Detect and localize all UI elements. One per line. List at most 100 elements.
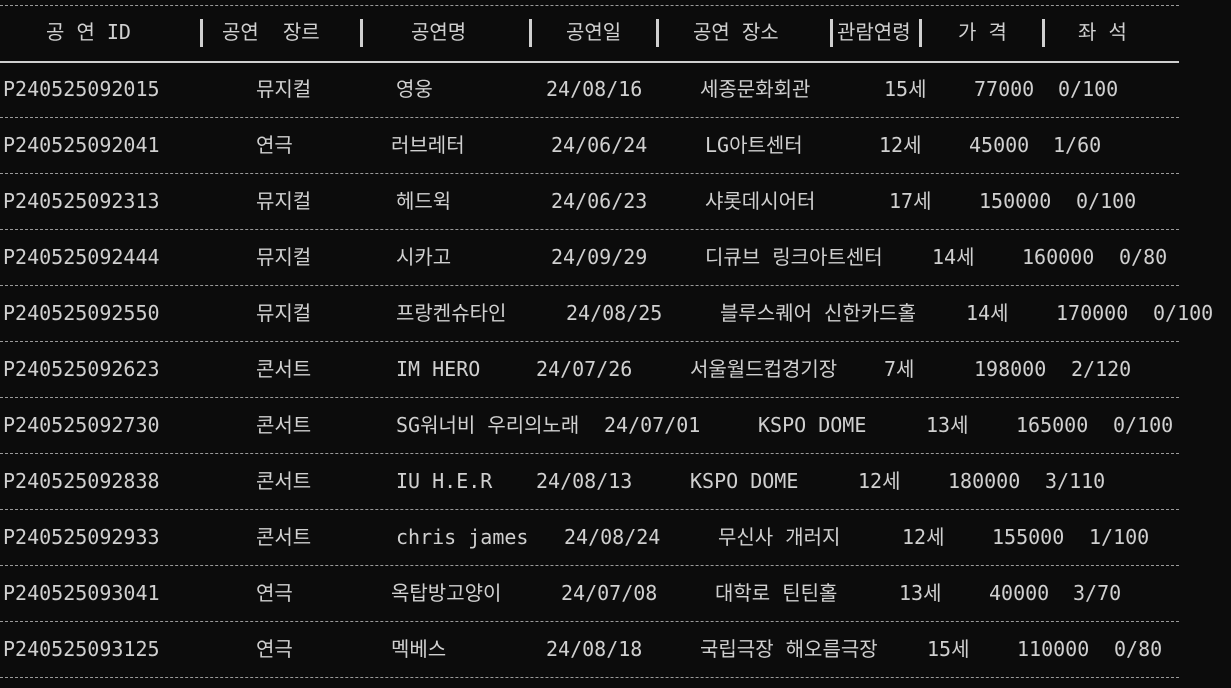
cell-id: P240525092933 — [3, 525, 160, 549]
row-divider — [0, 285, 1179, 286]
cell-price: 155000 — [992, 525, 1065, 549]
cell-age: 12세 — [902, 525, 945, 549]
cell-id: P240525092015 — [3, 77, 160, 101]
row-divider — [0, 565, 1179, 566]
cell-venue: 블루스퀘어 신한카드홀 — [720, 301, 917, 325]
cell-genre: 뮤지컬 — [256, 77, 312, 101]
cell-id: P240525092041 — [3, 133, 160, 157]
row-divider — [0, 621, 1179, 622]
header-divider — [0, 61, 1179, 63]
cell-title: chris james — [396, 525, 529, 549]
col-separator — [529, 19, 532, 47]
cell-seats: 0/100 — [1153, 301, 1214, 325]
cell-venue: KSPO DOME — [758, 413, 867, 437]
cell-price: 110000 — [1017, 637, 1090, 661]
col-header-genre: 공연 장르 — [222, 20, 320, 44]
cell-age: 14세 — [966, 301, 1009, 325]
cell-price: 40000 — [989, 581, 1050, 605]
cell-venue: 세종문화회관 — [700, 77, 811, 101]
cell-date: 24/07/08 — [561, 581, 658, 605]
cell-venue: 샤롯데시어터 — [705, 189, 816, 213]
cell-age: 12세 — [879, 133, 922, 157]
cell-genre: 연극 — [256, 637, 293, 661]
cell-id: P240525093125 — [3, 637, 160, 661]
cell-genre: 연극 — [256, 581, 293, 605]
col-separator — [1042, 19, 1045, 47]
cell-title: 헤드윅 — [396, 189, 452, 213]
cell-seats: 0/80 — [1119, 245, 1168, 269]
cell-genre: 연극 — [256, 133, 293, 157]
col-separator — [919, 19, 922, 47]
col-separator — [360, 19, 363, 47]
cell-genre: 콘서트 — [256, 357, 312, 381]
cell-title: 옥탑방고양이 — [391, 581, 502, 605]
cell-venue: KSPO DOME — [690, 469, 799, 493]
cell-seats: 0/100 — [1058, 77, 1119, 101]
row-divider — [0, 397, 1179, 398]
cell-price: 77000 — [974, 77, 1035, 101]
cell-age: 13세 — [899, 581, 942, 605]
col-header-price: 가 격 — [958, 20, 1007, 44]
cell-genre: 콘서트 — [256, 413, 312, 437]
cell-venue: 서울월드컵경기장 — [690, 357, 838, 381]
cell-id: P240525092623 — [3, 357, 160, 381]
cell-title: 프랑켄슈타인 — [396, 301, 507, 325]
cell-date: 24/09/29 — [551, 245, 648, 269]
cell-genre: 뮤지컬 — [256, 301, 312, 325]
cell-title: 러브레터 — [391, 133, 465, 157]
col-separator — [830, 19, 833, 47]
cell-venue: 대학로 틴틴홀 — [715, 581, 838, 605]
cell-age: 15세 — [927, 637, 970, 661]
col-header-title: 공연명 — [411, 20, 467, 44]
cell-id: P240525092550 — [3, 301, 160, 325]
row-divider — [0, 229, 1179, 230]
cell-price: 160000 — [1022, 245, 1095, 269]
cell-title: IM HERO — [396, 357, 481, 381]
row-divider — [0, 677, 1179, 678]
cell-date: 24/08/16 — [546, 77, 643, 101]
cell-id: P240525092313 — [3, 189, 160, 213]
cell-age: 7세 — [884, 357, 915, 381]
col-header-seats: 좌 석 — [1078, 20, 1127, 44]
row-divider — [0, 341, 1179, 342]
cell-seats: 3/70 — [1073, 581, 1122, 605]
cell-genre: 뮤지컬 — [256, 189, 312, 213]
cell-price: 165000 — [1016, 413, 1089, 437]
cell-age: 17세 — [889, 189, 932, 213]
cell-price: 198000 — [974, 357, 1047, 381]
row-divider — [0, 117, 1179, 118]
row-divider — [0, 509, 1179, 510]
cell-venue: 국립극장 해오름극장 — [700, 637, 878, 661]
cell-title: 영웅 — [396, 77, 433, 101]
cell-title: IU H.E.R — [396, 469, 493, 493]
cell-genre: 뮤지컬 — [256, 245, 312, 269]
cell-genre: 콘서트 — [256, 469, 312, 493]
cell-seats: 0/100 — [1076, 189, 1137, 213]
col-separator — [200, 19, 203, 47]
cell-date: 24/08/25 — [566, 301, 663, 325]
cell-seats: 3/110 — [1045, 469, 1106, 493]
cell-seats: 0/80 — [1114, 637, 1163, 661]
cell-date: 24/06/23 — [551, 189, 648, 213]
cell-id: P240525092444 — [3, 245, 160, 269]
row-divider — [0, 453, 1179, 454]
col-separator — [656, 19, 659, 47]
cell-price: 180000 — [948, 469, 1021, 493]
cell-age: 12세 — [858, 469, 901, 493]
cell-date: 24/07/01 — [604, 413, 701, 437]
cell-id: P240525092730 — [3, 413, 160, 437]
col-header-date: 공연일 — [566, 20, 622, 44]
cell-venue: 무신사 개러지 — [718, 525, 841, 549]
cell-price: 150000 — [979, 189, 1052, 213]
col-header-id: 공 연 ID — [46, 20, 131, 44]
cell-age: 15세 — [884, 77, 927, 101]
cell-price: 45000 — [969, 133, 1030, 157]
col-header-age: 관람연령 — [837, 20, 911, 44]
cell-seats: 2/120 — [1071, 357, 1132, 381]
cell-id: P240525093041 — [3, 581, 160, 605]
cell-seats: 1/100 — [1089, 525, 1150, 549]
col-header-venue: 공연 장소 — [693, 20, 779, 44]
cell-title: 시카고 — [396, 245, 452, 269]
cell-venue: LG아트센터 — [705, 133, 803, 157]
